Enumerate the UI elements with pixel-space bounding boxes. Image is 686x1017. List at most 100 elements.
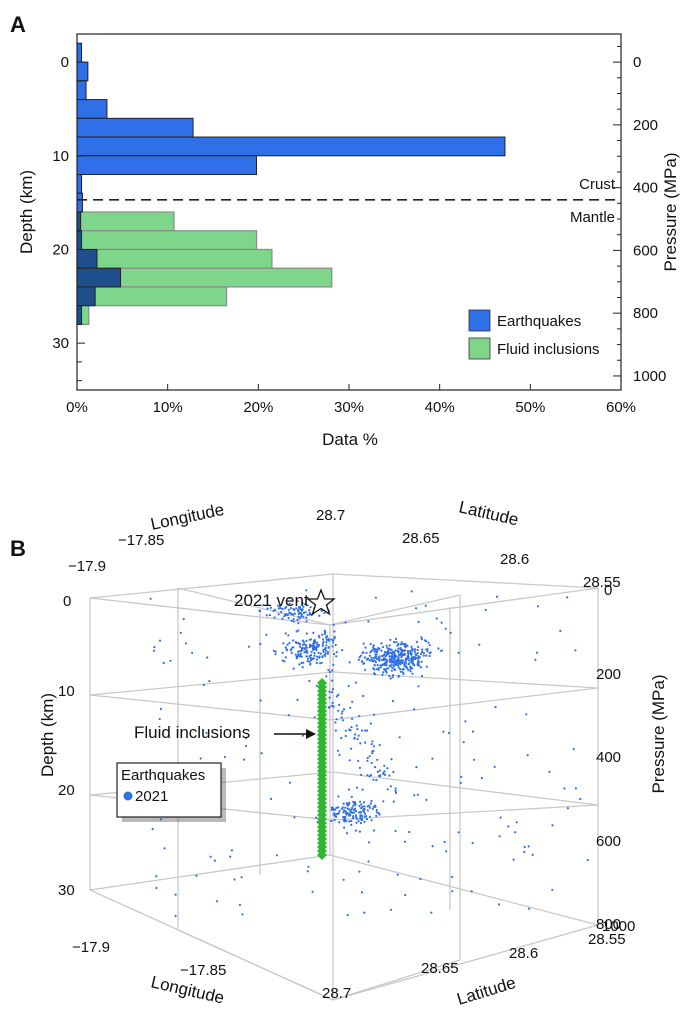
quake-point	[362, 642, 365, 645]
quake-point	[313, 641, 316, 644]
quake-point	[417, 660, 420, 664]
quake-point	[366, 774, 369, 777]
quake-point	[375, 808, 378, 812]
quake-point	[363, 812, 367, 815]
quake-point	[419, 666, 423, 669]
quake-point	[331, 688, 335, 691]
quake-point	[368, 775, 371, 778]
quake-point	[525, 713, 528, 716]
quake-point	[536, 605, 540, 608]
pressure-axis-label: Pressure (MPa)	[649, 674, 668, 793]
grid-line-17	[332, 671, 599, 689]
quake-point	[499, 816, 502, 819]
quake-point	[349, 729, 352, 732]
quake-point	[342, 815, 345, 819]
quake-point	[372, 750, 375, 753]
quake-point	[375, 655, 378, 658]
quake-point	[309, 606, 312, 609]
quake-point	[301, 666, 304, 669]
quake-point	[428, 654, 431, 658]
quake-point	[340, 716, 343, 719]
quake-point	[159, 707, 162, 711]
x-tick-label: 0%	[66, 399, 88, 416]
quake-point	[327, 638, 330, 641]
quake-point	[348, 759, 351, 762]
quake-point	[386, 646, 389, 650]
quake-point	[402, 642, 405, 646]
quake-point	[331, 669, 334, 672]
quake-point	[383, 764, 386, 767]
quake-point	[385, 651, 388, 654]
quake-point	[391, 700, 395, 703]
quake-point	[353, 737, 356, 740]
quake-point	[354, 801, 357, 804]
quake-point	[335, 695, 338, 698]
quake-point	[523, 850, 526, 854]
earthquake-bar-5	[76, 136, 506, 157]
quake-point	[277, 613, 280, 616]
quake-point	[292, 617, 295, 621]
quake-point	[397, 647, 400, 650]
quake-point	[300, 615, 303, 618]
quake-point	[392, 800, 395, 803]
quake-point	[305, 589, 308, 592]
quake-point	[417, 645, 420, 649]
quake-point	[354, 681, 357, 684]
quake-point	[531, 853, 534, 857]
quake-point	[308, 613, 311, 616]
quake-point	[378, 647, 381, 650]
quake-point	[411, 656, 414, 659]
quake-point	[410, 649, 414, 652]
quake-point	[332, 639, 335, 642]
quake-point	[397, 650, 400, 653]
quake-point	[348, 801, 351, 804]
quake-point	[305, 649, 308, 652]
quake-point	[362, 694, 365, 698]
quake-point	[284, 613, 287, 616]
quake-point	[440, 621, 443, 624]
lon-tick-bottom-3: 28.7	[322, 985, 351, 1002]
quake-point	[342, 878, 345, 881]
quake-point	[312, 631, 315, 635]
histogram-bars	[76, 42, 506, 326]
quake-point	[333, 818, 336, 822]
quake-point	[437, 647, 440, 650]
quake-point	[421, 648, 424, 651]
earthquake-bar-1	[76, 61, 89, 82]
quake-point	[348, 812, 351, 816]
quake-point	[449, 631, 452, 635]
quake-point	[308, 611, 311, 614]
quake-point	[414, 607, 418, 610]
quake-point	[357, 658, 360, 661]
quake-point	[292, 607, 295, 610]
quake-point	[274, 653, 277, 656]
quake-point	[368, 806, 372, 809]
quake-point	[424, 604, 427, 607]
quake-point	[574, 787, 578, 790]
grid-line-4	[332, 573, 599, 589]
quake-point	[404, 657, 407, 660]
quake-point	[551, 888, 554, 891]
quake-point	[358, 766, 361, 770]
depth-tick-0: 0	[63, 593, 71, 610]
quake-point	[559, 629, 562, 633]
quake-point	[388, 664, 391, 667]
quake-point	[428, 644, 431, 647]
quake-point	[528, 907, 531, 910]
quake-point	[431, 757, 434, 760]
quake-point	[473, 758, 476, 761]
quake-point	[330, 808, 333, 811]
fluid-inclusions-label: Fluid inclusions	[134, 723, 250, 742]
quake-point	[523, 845, 526, 849]
quake-point	[295, 607, 298, 610]
quake-point	[420, 636, 423, 639]
quake-point	[313, 654, 316, 657]
quake-point	[342, 708, 346, 711]
quake-point	[431, 845, 434, 848]
quake-point	[420, 660, 423, 663]
quake-point	[174, 914, 177, 918]
quake-point	[355, 724, 358, 727]
quake-point	[191, 651, 194, 655]
quake-point	[343, 826, 346, 829]
quake-point	[347, 684, 350, 688]
